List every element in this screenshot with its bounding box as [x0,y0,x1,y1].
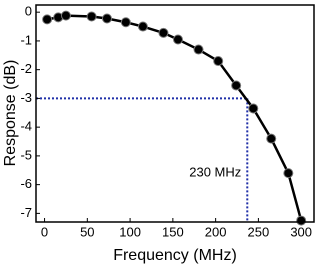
x-tick-label: 50 [80,224,94,239]
point [172,34,183,45]
x-axis-title: Frequency (MHz) [113,247,237,264]
point [193,44,204,55]
point [137,21,148,32]
annotation: 230 MHz [189,164,241,179]
x-tick-label: 100 [119,224,141,239]
point [60,10,71,21]
point [120,17,131,28]
point [158,27,169,38]
point [86,11,97,22]
x-tick-label: 200 [205,224,227,239]
y-tick-label: -1 [20,32,32,47]
y-tick-label: -3 [20,90,32,105]
point [42,14,53,25]
y-axis-title: Response (dB) [2,60,19,167]
y-tick-label: -6 [20,176,32,191]
y-tick-label: -5 [20,147,32,162]
point [101,13,112,24]
point [213,56,224,67]
point [296,215,307,226]
point [283,168,294,179]
x-tick-label: 150 [162,224,184,239]
y-tick-label: -4 [20,119,32,134]
point [248,103,259,114]
y-tick-label: 0 [25,4,32,19]
point [231,80,242,91]
x-tick-label: 0 [41,224,48,239]
point [266,133,277,144]
y-tick-label: -7 [20,205,32,220]
y-tick-label: -2 [20,61,32,76]
plot-frame [35,4,315,223]
x-tick-label: 250 [248,224,270,239]
x-tick-label: 300 [290,224,312,239]
line [46,14,303,221]
